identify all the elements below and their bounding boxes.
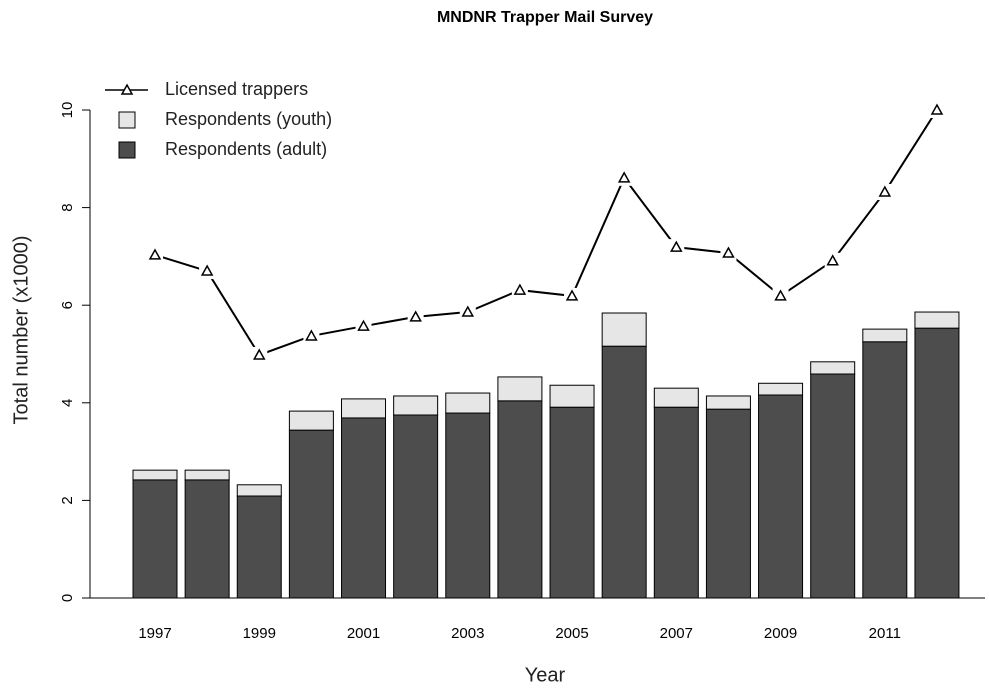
x-tick-label: 2001 — [347, 625, 380, 642]
bar — [758, 382, 804, 396]
bar — [810, 373, 856, 599]
bar — [341, 398, 387, 419]
x-tick-label: 1999 — [243, 625, 276, 642]
bar — [549, 384, 595, 408]
legend-swatch — [118, 141, 136, 159]
legend-label: Respondents (youth) — [165, 109, 332, 129]
y-tick-label: 8 — [59, 203, 76, 211]
legend-swatch — [118, 111, 136, 129]
x-tick-label: 1997 — [138, 625, 171, 642]
bar — [705, 408, 751, 599]
y-tick-label: 6 — [59, 301, 76, 309]
legend-marker — [120, 83, 134, 95]
bar — [393, 395, 439, 416]
bar — [758, 394, 804, 599]
bar — [445, 412, 491, 599]
x-tick-label: 2003 — [451, 625, 484, 642]
y-axis-title: Total number (x1000) — [10, 236, 32, 425]
marker — [148, 248, 162, 260]
bar — [653, 387, 699, 408]
x-tick-label: 2011 — [869, 625, 901, 642]
marker — [722, 246, 735, 258]
bar — [132, 469, 178, 481]
marker — [670, 240, 683, 252]
bar — [393, 414, 439, 599]
bar — [862, 328, 908, 343]
marker — [409, 310, 422, 322]
bar — [653, 406, 699, 599]
bar — [914, 327, 960, 599]
marker — [305, 329, 318, 341]
chart-title: MNDNR Trapper Mail Survey — [437, 9, 653, 26]
marker — [513, 283, 527, 295]
line — [154, 109, 938, 357]
x-tick-label: 2009 — [764, 625, 797, 642]
bar — [862, 341, 908, 599]
marker — [357, 319, 370, 331]
marker — [565, 289, 579, 301]
x-axis-title: Year — [525, 664, 566, 686]
legend-label: Licensed trappers — [165, 79, 308, 99]
bar — [184, 479, 230, 599]
bar — [236, 484, 282, 497]
bar — [601, 345, 647, 599]
bar — [184, 469, 230, 481]
marker — [617, 171, 631, 183]
bar — [288, 410, 334, 431]
x-tick-label: 2005 — [555, 625, 588, 642]
bar — [914, 311, 960, 329]
marker — [826, 254, 839, 266]
marker — [461, 305, 475, 317]
bar — [497, 376, 543, 402]
x-tick-label: 2007 — [660, 625, 693, 642]
bar — [497, 400, 543, 599]
y-tick-label: 10 — [59, 102, 76, 119]
bar — [341, 417, 387, 599]
marker — [252, 348, 266, 360]
bar — [705, 395, 751, 410]
bar — [549, 406, 595, 599]
y-tick-label: 2 — [59, 496, 76, 504]
marker — [930, 103, 944, 115]
bar — [810, 361, 856, 375]
legend-label: Respondents (adult) — [165, 139, 327, 159]
marker — [200, 264, 214, 276]
bar — [601, 312, 647, 347]
bar — [236, 495, 282, 599]
bar — [288, 429, 334, 599]
marker — [774, 289, 787, 301]
marker — [878, 185, 892, 197]
y-tick-label: 0 — [59, 594, 76, 602]
y-tick-label: 4 — [59, 399, 76, 407]
bar — [132, 479, 178, 599]
bar — [445, 392, 491, 414]
